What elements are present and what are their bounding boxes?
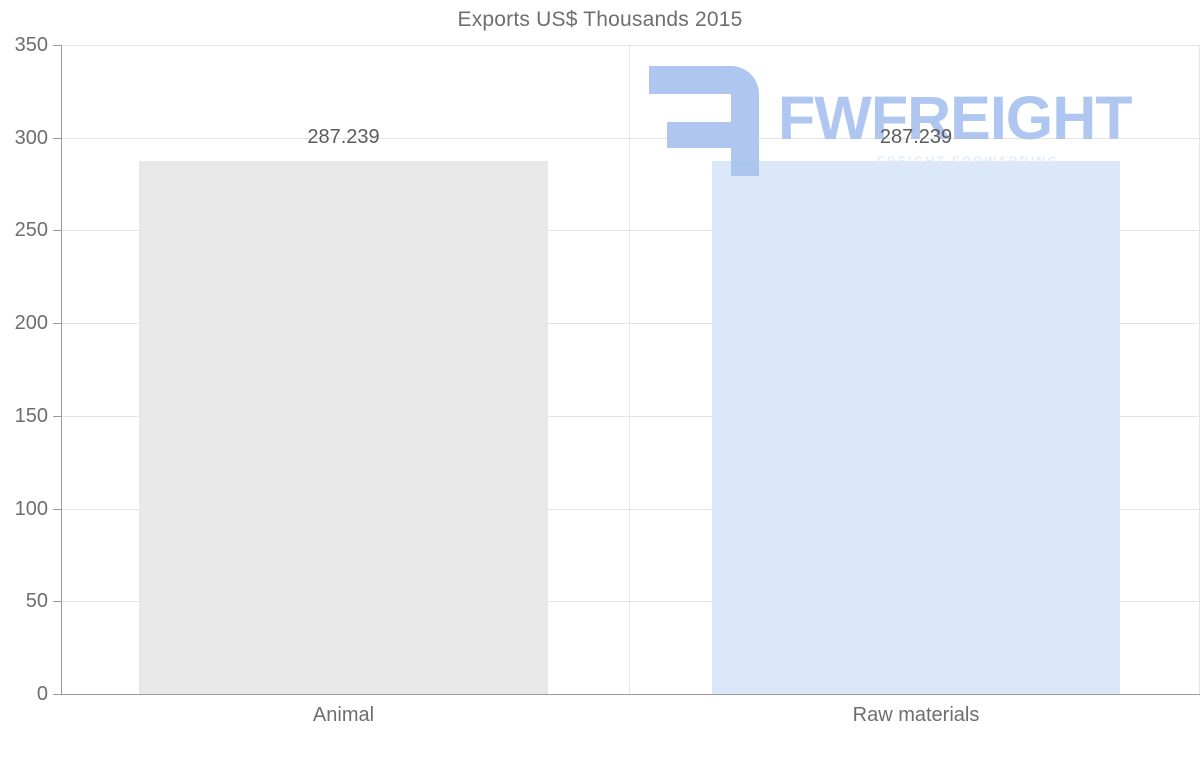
bar-raw-materials[interactable] xyxy=(712,161,1120,694)
gridline-350 xyxy=(61,45,1200,46)
ytick-label-150: 150 xyxy=(14,404,48,427)
plot-area xyxy=(61,45,1200,694)
y-axis-line xyxy=(61,45,62,695)
xtick-label-animal: Animal xyxy=(312,704,375,726)
ytick-mark-150 xyxy=(53,415,61,417)
gridline-150 xyxy=(61,415,1200,417)
ytick-label-250: 250 xyxy=(14,219,48,242)
ytick-label-200: 200 xyxy=(14,312,48,335)
gridline-200 xyxy=(61,323,1200,325)
gridline-250 xyxy=(61,230,1200,232)
ytick-mark-350 xyxy=(53,45,61,46)
ytick-label-300: 300 xyxy=(14,126,48,149)
ytick-mark-300 xyxy=(53,137,61,139)
ytick-label-350: 350 xyxy=(14,34,48,56)
xtick-label-raw-materials: Raw materials xyxy=(852,704,980,726)
gridline-category-divider xyxy=(629,45,630,694)
ytick-mark-0 xyxy=(53,694,61,695)
ytick-mark-100 xyxy=(53,508,61,510)
bar-value-label-animal: 287.239 xyxy=(307,126,380,148)
bar-animal[interactable] xyxy=(139,161,548,694)
ytick-label-100: 100 xyxy=(14,497,48,520)
ytick-mark-250 xyxy=(53,230,61,232)
gridline-300 xyxy=(61,137,1200,139)
ytick-label-0: 0 xyxy=(36,683,48,705)
x-axis-line xyxy=(53,694,1200,695)
ytick-mark-200 xyxy=(53,323,61,325)
gridline-100 xyxy=(61,508,1200,510)
gridline-50 xyxy=(61,601,1200,603)
bar-value-label-raw-materials: 287.239 xyxy=(879,126,953,148)
chart-title: Exports US$ Thousands 2015 xyxy=(457,8,743,31)
ytick-mark-50 xyxy=(53,601,61,603)
ytick-label-50: 50 xyxy=(25,590,48,613)
